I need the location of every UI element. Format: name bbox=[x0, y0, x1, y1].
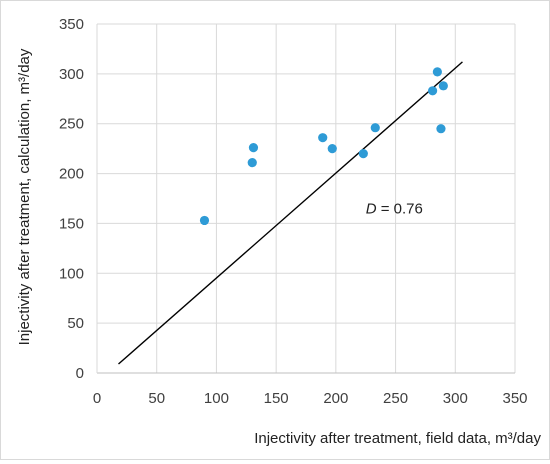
annotation-d-value: D = 0.76 bbox=[366, 200, 423, 217]
data-point bbox=[432, 67, 442, 77]
y-axis-title: Injectivity after treatment, calculation… bbox=[16, 48, 33, 345]
grid-lines bbox=[96, 23, 516, 374]
y-tick-label: 300 bbox=[59, 66, 84, 83]
y-tick-label: 350 bbox=[59, 16, 84, 33]
plot-area-border bbox=[96, 24, 515, 374]
data-point bbox=[199, 215, 210, 226]
y-tick-label: 250 bbox=[59, 116, 84, 133]
data-point bbox=[427, 86, 438, 96]
trendline bbox=[118, 61, 463, 365]
y-axis-ticks: 0 50 100 150 200 250 300 350 bbox=[59, 16, 84, 382]
data-point bbox=[248, 143, 259, 153]
data-points bbox=[199, 67, 448, 226]
x-axis-ticks: 0 50 100 150 200 250 300 350 bbox=[93, 390, 528, 407]
y-tick-label: 0 bbox=[76, 365, 84, 382]
trendline-segment bbox=[118, 61, 463, 365]
x-tick-label: 250 bbox=[383, 390, 408, 407]
data-point bbox=[318, 133, 328, 143]
y-tick-label: 150 bbox=[59, 215, 84, 232]
y-tick-label: 200 bbox=[59, 166, 84, 183]
data-point bbox=[247, 158, 257, 168]
annotation-variable: D bbox=[366, 200, 377, 217]
x-tick-label: 100 bbox=[204, 390, 229, 407]
data-point bbox=[438, 81, 448, 91]
x-tick-label: 50 bbox=[148, 390, 165, 407]
x-tick-label: 0 bbox=[93, 390, 101, 407]
data-point bbox=[370, 123, 380, 133]
y-tick-label: 50 bbox=[67, 315, 84, 332]
data-point bbox=[358, 149, 368, 159]
x-tick-label: 300 bbox=[443, 390, 468, 407]
x-tick-label: 200 bbox=[323, 390, 348, 407]
x-tick-label: 150 bbox=[264, 390, 289, 407]
annotation-value: = 0.76 bbox=[377, 200, 423, 217]
x-tick-label: 350 bbox=[502, 390, 527, 407]
data-point bbox=[327, 144, 337, 154]
y-tick-label: 100 bbox=[59, 265, 84, 282]
data-point bbox=[436, 124, 446, 134]
x-axis-title: Injectivity after treatment, field data,… bbox=[254, 430, 541, 447]
